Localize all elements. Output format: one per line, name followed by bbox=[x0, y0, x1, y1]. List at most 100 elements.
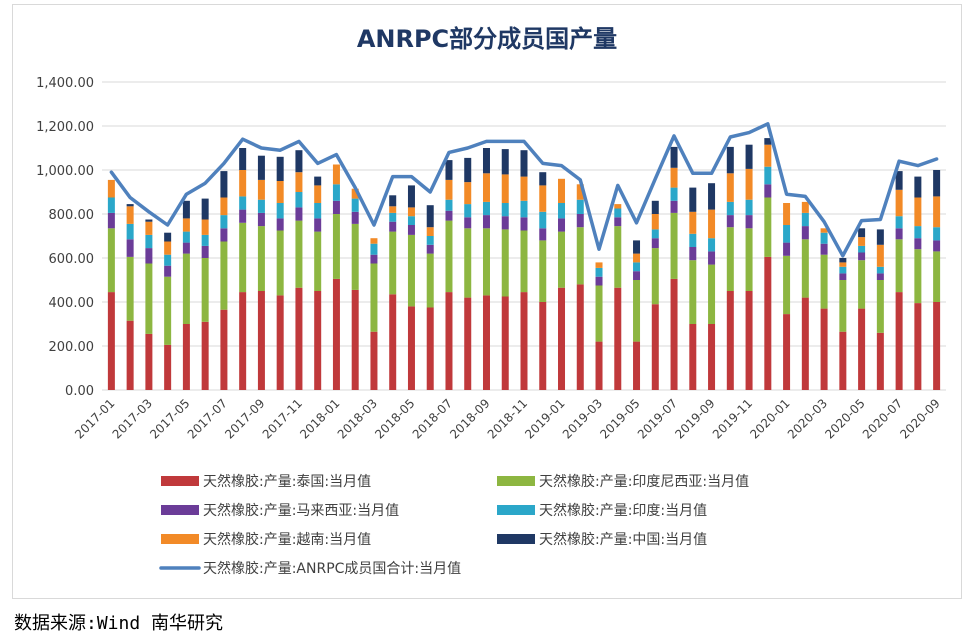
bar-segment bbox=[614, 204, 622, 209]
legend-swatch bbox=[497, 505, 535, 515]
legend-label: 天然橡胶:产量:印度尼西亚:当月值 bbox=[539, 473, 749, 490]
bar-segment bbox=[482, 173, 490, 202]
bar-segment bbox=[332, 164, 340, 185]
bar-segment bbox=[445, 292, 453, 390]
bar-segment bbox=[276, 156, 284, 181]
bar-segment bbox=[726, 227, 734, 291]
bar-segment bbox=[745, 215, 753, 229]
bar-segment bbox=[445, 179, 453, 200]
bar-segment bbox=[389, 206, 397, 213]
bar-segment bbox=[220, 309, 228, 390]
bar-segment bbox=[895, 189, 903, 217]
bar-segment bbox=[445, 199, 453, 211]
bar-segment bbox=[783, 242, 791, 256]
bar-segment bbox=[201, 234, 209, 246]
bar-segment bbox=[651, 200, 659, 214]
bar-segment bbox=[501, 174, 509, 203]
bar-segment bbox=[126, 204, 134, 207]
bar-segment bbox=[933, 251, 941, 302]
bar-segment bbox=[633, 280, 641, 342]
legend-swatch bbox=[161, 505, 199, 515]
bar-segment bbox=[708, 251, 716, 265]
bar-segment bbox=[370, 254, 378, 264]
bar-segment bbox=[464, 182, 472, 205]
bar-segment bbox=[182, 324, 190, 390]
x-tick-label: 2019-11 bbox=[710, 396, 755, 441]
bar-segment bbox=[295, 287, 303, 390]
bar-segment bbox=[576, 184, 584, 200]
bar-segment bbox=[332, 184, 340, 201]
bar-segment bbox=[314, 185, 322, 203]
bar-segment bbox=[839, 331, 847, 390]
y-tick-label: 0.00 bbox=[65, 384, 94, 399]
legend-swatch bbox=[161, 476, 199, 486]
y-tick-label: 1,400.00 bbox=[36, 76, 94, 91]
bar-segment bbox=[801, 212, 809, 227]
bar-segment bbox=[464, 204, 472, 218]
bar-segment bbox=[164, 241, 172, 255]
bar-segment bbox=[426, 244, 434, 254]
legend-label: 天然橡胶:产量:ANRPC成员国合计:当月值 bbox=[203, 560, 461, 577]
bar-segment bbox=[745, 228, 753, 291]
bar-segment bbox=[558, 178, 566, 203]
bar-segment bbox=[220, 228, 228, 242]
bar-segment bbox=[708, 238, 716, 252]
y-tick-label: 400.00 bbox=[49, 296, 95, 311]
bar-segment bbox=[220, 171, 228, 198]
bar-segment bbox=[482, 215, 490, 229]
bar-segment bbox=[614, 287, 622, 390]
bar-segment bbox=[670, 278, 678, 390]
x-tick-label: 2020-01 bbox=[747, 396, 792, 441]
bar-segment bbox=[370, 263, 378, 332]
bar-segment bbox=[876, 229, 884, 245]
y-tick-label: 200.00 bbox=[49, 340, 95, 355]
bar-segment bbox=[257, 155, 265, 180]
bar-segment bbox=[895, 292, 903, 390]
x-tick-label: 2018-03 bbox=[335, 396, 380, 441]
x-tick-label: 2017-01 bbox=[72, 396, 117, 441]
bar-segment bbox=[689, 260, 697, 324]
bar-segment bbox=[801, 297, 809, 390]
bar-segment bbox=[407, 207, 415, 217]
x-tick-label: 2019-07 bbox=[635, 396, 680, 441]
bar-segment bbox=[182, 200, 190, 219]
bar-segment bbox=[520, 292, 528, 390]
bar-segment bbox=[314, 218, 322, 232]
bar-segment bbox=[876, 280, 884, 333]
bar-segment bbox=[914, 197, 922, 227]
bar-segment bbox=[389, 221, 397, 232]
bar-segment bbox=[539, 172, 547, 186]
bar-segment bbox=[839, 266, 847, 274]
bar-segment bbox=[820, 228, 828, 233]
bar-segment bbox=[914, 249, 922, 304]
bar-segment bbox=[426, 205, 434, 228]
bar-segment bbox=[482, 148, 490, 174]
chart-title: ANRPC部分成员国产量 bbox=[357, 25, 617, 53]
bar-segment bbox=[482, 201, 490, 216]
bar-segment bbox=[839, 280, 847, 332]
bar-segment bbox=[107, 179, 115, 198]
bar-segment bbox=[895, 239, 903, 293]
bar-segment bbox=[539, 228, 547, 241]
bar-segment bbox=[933, 240, 941, 252]
x-tick-label: 2017-03 bbox=[110, 396, 155, 441]
bar-segment bbox=[314, 176, 322, 186]
bar-segment bbox=[182, 253, 190, 324]
bar-segment bbox=[426, 253, 434, 308]
legend-label: 天然橡胶:产量:泰国:当月值 bbox=[203, 473, 371, 490]
bar-segment bbox=[876, 273, 884, 280]
bar-segment bbox=[520, 176, 528, 201]
source-note: 数据来源:Wind 南华研究 bbox=[14, 613, 224, 634]
bar-segment bbox=[558, 203, 566, 219]
bar-segment bbox=[145, 263, 153, 334]
bar-segment bbox=[126, 206, 134, 224]
bar-segment bbox=[482, 295, 490, 390]
bar-segment bbox=[783, 314, 791, 390]
bar-segment bbox=[389, 231, 397, 295]
bar-segment bbox=[332, 200, 340, 214]
bar-segment bbox=[801, 201, 809, 213]
bar-segment bbox=[914, 176, 922, 198]
bar-segment bbox=[520, 217, 528, 231]
x-tick-label: 2019-09 bbox=[672, 396, 717, 441]
bar-segment bbox=[539, 240, 547, 302]
